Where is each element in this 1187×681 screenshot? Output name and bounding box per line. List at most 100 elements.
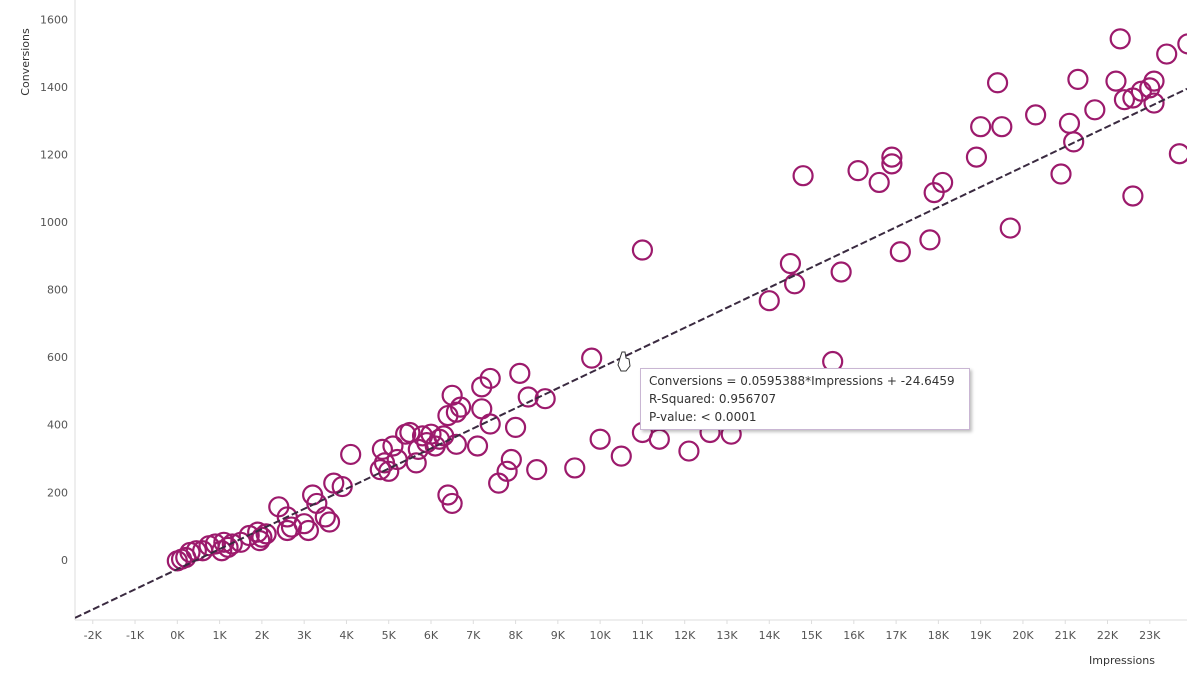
- x-axis-title: Impressions: [1089, 654, 1155, 667]
- x-tick-label: 0K: [170, 629, 185, 642]
- point: [280, 516, 303, 538]
- point: [868, 171, 890, 194]
- point: [991, 116, 1013, 138]
- y-tick-label: 600: [47, 351, 68, 364]
- point: [648, 428, 670, 450]
- point: [405, 452, 427, 474]
- x-tick-label: 19K: [970, 629, 992, 642]
- point: [919, 229, 941, 251]
- point: [526, 459, 548, 481]
- point: [496, 460, 518, 482]
- y-tick-label: 200: [47, 486, 68, 499]
- y-tick-label: 800: [47, 284, 68, 297]
- point: [1113, 89, 1136, 111]
- tooltip: Conversions = 0.0595388*Impressions + -2…: [640, 368, 970, 430]
- point: [504, 416, 527, 439]
- x-tick-label: 17K: [885, 629, 907, 642]
- point: [479, 413, 501, 435]
- point: [1168, 143, 1187, 165]
- x-tick-label: 4K: [339, 629, 354, 642]
- point: [450, 396, 472, 418]
- point: [1143, 70, 1165, 92]
- point: [589, 428, 611, 450]
- point: [678, 440, 700, 462]
- point: [251, 526, 273, 548]
- point: [509, 362, 531, 384]
- point: [881, 146, 903, 168]
- point: [1156, 43, 1178, 65]
- point: [1058, 112, 1081, 134]
- x-tick-label: 20K: [1012, 629, 1034, 642]
- x-tick-label: 13K: [716, 629, 738, 642]
- point: [441, 492, 463, 515]
- point: [318, 511, 341, 533]
- x-tick-label: 6K: [424, 629, 439, 642]
- point: [1084, 99, 1106, 121]
- point: [445, 401, 467, 423]
- point: [999, 217, 1021, 239]
- x-tick-label: 16K: [843, 629, 865, 642]
- point: [847, 160, 869, 182]
- x-tick-label: 1K: [212, 629, 227, 642]
- point: [340, 443, 362, 466]
- point: [784, 273, 806, 295]
- point: [610, 445, 632, 467]
- point: [1105, 70, 1127, 92]
- point: [758, 290, 780, 312]
- point: [1177, 33, 1187, 55]
- point: [970, 116, 992, 138]
- point: [792, 165, 814, 187]
- x-tick-label: 8K: [508, 629, 523, 642]
- point: [255, 523, 277, 545]
- x-tick-label: -1K: [126, 629, 145, 642]
- point: [466, 435, 489, 457]
- point: [382, 435, 404, 457]
- x-tick-label: 7K: [466, 629, 481, 642]
- x-tick-label: 21K: [1055, 629, 1077, 642]
- x-tick-label: 11K: [632, 629, 654, 642]
- x-tick-label: 18K: [928, 629, 950, 642]
- point: [371, 438, 393, 460]
- point: [581, 347, 603, 369]
- x-tick-label: -2K: [84, 629, 103, 642]
- x-tick-label: 10K: [590, 629, 612, 642]
- tooltip-line: P-value: < 0.0001: [649, 410, 757, 424]
- point: [399, 421, 421, 444]
- point: [204, 533, 226, 555]
- y-tick-label: 1200: [40, 148, 68, 161]
- point: [500, 448, 522, 471]
- x-tick-label: 15K: [801, 629, 823, 642]
- point: [830, 261, 852, 283]
- tooltip-line: Conversions = 0.0595388*Impressions + -2…: [649, 374, 955, 388]
- x-tick-label: 9K: [551, 629, 566, 642]
- point: [779, 252, 802, 275]
- point: [217, 536, 239, 558]
- point: [479, 367, 501, 390]
- y-tick-label: 1000: [40, 216, 68, 229]
- tooltip-line: R-Squared: 0.956707: [649, 392, 777, 406]
- point: [1109, 28, 1131, 50]
- point: [1067, 68, 1089, 91]
- point: [297, 519, 319, 542]
- x-tick-label: 12K: [674, 629, 696, 642]
- cursor: [617, 351, 631, 372]
- x-tick-label: 2K: [255, 629, 270, 642]
- x-tick-label: 5K: [382, 629, 397, 642]
- point: [631, 239, 654, 261]
- point: [932, 171, 954, 194]
- trend-line: [75, 87, 1187, 619]
- point: [314, 506, 336, 528]
- x-tick-label: 22K: [1097, 629, 1119, 642]
- point: [986, 72, 1009, 94]
- point: [247, 521, 269, 543]
- plot-area: [75, 28, 1187, 619]
- point: [1063, 131, 1085, 153]
- y-tick-label: 400: [47, 419, 68, 432]
- point: [1025, 104, 1047, 126]
- point: [1050, 163, 1072, 185]
- point: [293, 513, 315, 535]
- point: [1122, 185, 1144, 207]
- point: [1143, 92, 1165, 114]
